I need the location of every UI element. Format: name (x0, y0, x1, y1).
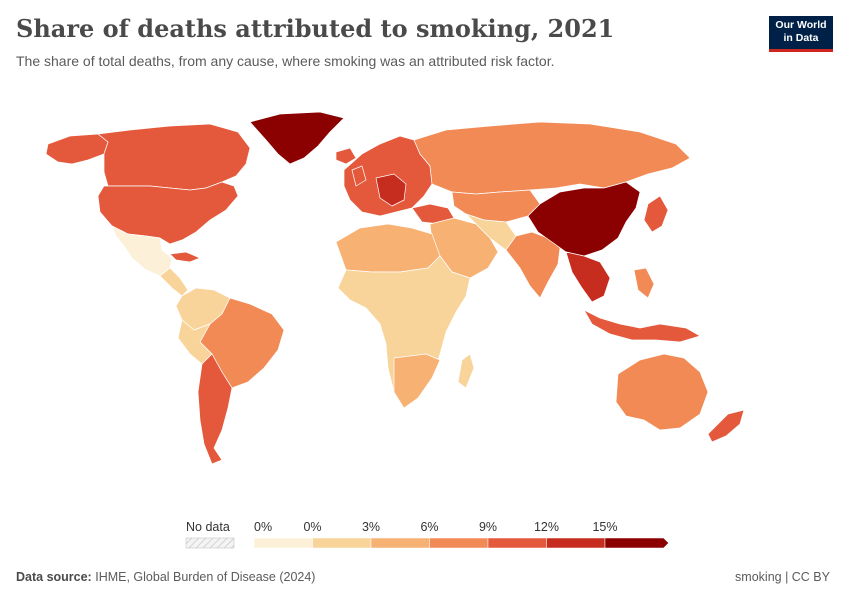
legend-bin-label-5: 12% (534, 520, 559, 534)
map-legend: No data 0% 0% 3% 6% 9% 12% 15% (185, 520, 669, 549)
legend-bin-label-4: 9% (479, 520, 497, 534)
region-philippines[interactable] (633, 267, 655, 299)
legend-bin-label-1: 0% (303, 520, 321, 534)
logo-line-2: in Data (783, 32, 819, 44)
region-alaska[interactable] (45, 133, 109, 165)
region-caribbean[interactable] (169, 251, 201, 263)
world-map[interactable] (0, 92, 850, 512)
region-china[interactable] (527, 181, 641, 257)
footer-license[interactable]: smoking | CC BY (735, 570, 830, 584)
region-southern-africa[interactable] (393, 353, 441, 409)
legend-bin-4[interactable] (487, 537, 547, 549)
region-central-america[interactable] (159, 267, 189, 297)
region-southeast-asia[interactable] (565, 251, 611, 303)
region-central-europe[interactable] (375, 173, 407, 207)
chart-title: Share of deaths attributed to smoking, 2… (16, 14, 615, 43)
region-australia[interactable] (615, 353, 709, 431)
region-india[interactable] (505, 231, 561, 299)
region-greenland[interactable] (249, 111, 345, 165)
legend-bin-label-3: 6% (420, 520, 438, 534)
legend-bin-2[interactable] (370, 537, 430, 549)
region-canada[interactable] (97, 123, 251, 191)
region-new-zealand[interactable] (707, 409, 745, 443)
region-russia[interactable] (413, 121, 691, 195)
region-indonesia[interactable] (583, 309, 701, 343)
footer-source: Data source: IHME, Global Burden of Dise… (16, 570, 315, 584)
legend-no-data-label: No data (186, 520, 230, 534)
legend-bin-label-6: 15% (592, 520, 617, 534)
legend-bin-3[interactable] (429, 537, 489, 549)
region-uk-iceland[interactable] (335, 147, 367, 187)
legend-bin-label-2: 3% (362, 520, 380, 534)
legend-no-data-swatch[interactable] (185, 537, 235, 549)
source-label: Data source: (16, 570, 92, 584)
legend-bin-6[interactable] (604, 537, 669, 549)
legend-bin-label-0: 0% (254, 520, 272, 534)
logo-line-1: Our World (775, 19, 827, 31)
source-text[interactable]: IHME, Global Burden of Disease (2024) (95, 570, 316, 584)
region-japan[interactable] (643, 195, 669, 233)
legend-bin-5[interactable] (546, 537, 606, 549)
legend-bin-1[interactable] (312, 537, 372, 549)
region-argentina[interactable] (197, 353, 233, 465)
region-central-asia[interactable] (451, 189, 541, 223)
legend-bin-0[interactable] (253, 537, 313, 549)
region-madagascar[interactable] (457, 353, 475, 389)
chart-subtitle: The share of total deaths, from any caus… (16, 53, 555, 69)
region-north-africa[interactable] (335, 223, 441, 273)
owid-logo[interactable]: Our World in Data (769, 16, 833, 52)
